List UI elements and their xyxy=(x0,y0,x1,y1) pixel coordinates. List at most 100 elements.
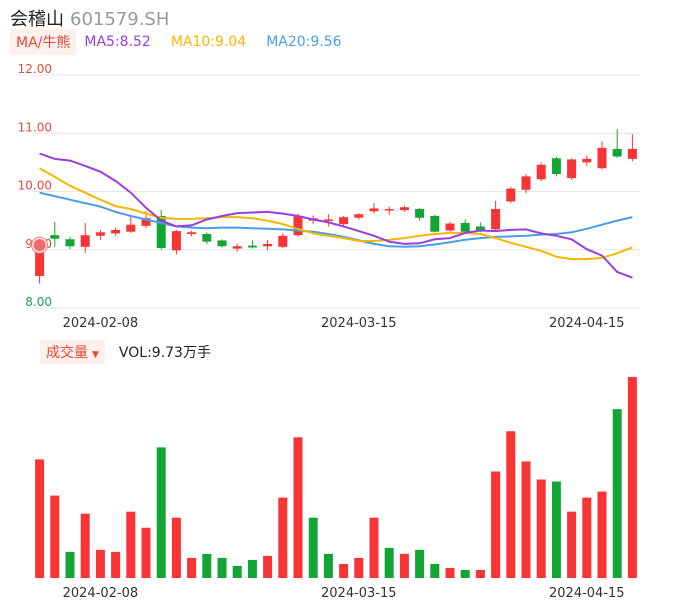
candle-body xyxy=(95,232,105,236)
volume-bar xyxy=(536,479,546,578)
candle-body xyxy=(247,245,257,248)
candle-body xyxy=(551,158,561,175)
candle-body xyxy=(491,208,501,230)
candle-body xyxy=(65,239,75,247)
candle-body xyxy=(339,217,349,225)
volume-bar xyxy=(430,563,440,578)
ma10-line xyxy=(39,167,633,261)
candle-body xyxy=(323,219,333,221)
volume-bar xyxy=(141,527,151,578)
candle-body xyxy=(369,208,379,212)
volume-bar xyxy=(293,437,303,578)
ma20-label: MA20:9.56 xyxy=(266,34,342,50)
candle-body xyxy=(384,208,394,211)
volume-bar xyxy=(278,497,288,578)
volume-bar xyxy=(156,447,166,578)
candle-body xyxy=(582,158,592,163)
volume-bar xyxy=(323,553,333,578)
volume-bar xyxy=(597,491,607,578)
volume-bar xyxy=(308,517,318,578)
candle-body xyxy=(217,240,227,247)
volume-bar xyxy=(50,495,60,578)
volume-bar xyxy=(263,555,273,578)
volume-bar xyxy=(35,459,45,578)
candle-body xyxy=(187,232,197,235)
ma20-line xyxy=(39,191,633,248)
volume-bar xyxy=(217,557,227,578)
volume-x-tick-label: 2024-04-15 xyxy=(549,586,625,601)
volume-bar xyxy=(202,553,212,578)
volume-bar xyxy=(171,517,181,578)
volume-bar xyxy=(551,481,561,578)
candle-body xyxy=(627,148,637,159)
volume-bar xyxy=(232,565,242,578)
stock-name: 会稽山 xyxy=(10,9,64,30)
ma-indicator-tag[interactable]: MA/牛熊 xyxy=(10,29,77,55)
ma5-label: MA5:8.52 xyxy=(84,34,151,50)
volume-x-tick-label: 2024-02-08 xyxy=(63,586,139,601)
candle-body xyxy=(612,148,622,157)
candle-body xyxy=(506,188,516,202)
candle-body xyxy=(156,215,166,249)
candle-body xyxy=(430,215,440,232)
stock-code: 601579.SH xyxy=(70,9,170,30)
volume-bar xyxy=(65,551,75,578)
volume-bar xyxy=(339,563,349,578)
volume-bar xyxy=(187,557,197,578)
volume-bar xyxy=(567,511,577,578)
volume-bar xyxy=(491,471,501,578)
volume-bar xyxy=(460,569,470,578)
candle-body xyxy=(141,218,151,226)
candle-body xyxy=(171,231,181,251)
price-x-tick-label: 2024-03-15 xyxy=(321,316,397,331)
candle-body xyxy=(415,208,425,218)
candle-body xyxy=(35,245,45,276)
candle-body xyxy=(293,216,303,236)
volume-bar xyxy=(354,557,364,578)
candle-body xyxy=(536,164,546,180)
price-x-tick-label: 2024-04-15 xyxy=(549,316,625,331)
volume-legend: 成交量 ▼ VOL:9.73万手 xyxy=(40,340,211,364)
candle-body xyxy=(354,214,364,218)
volume-bar xyxy=(415,549,425,578)
volume-bar xyxy=(521,461,531,578)
ma5-line xyxy=(39,152,633,279)
price-tick-label: 10.00 xyxy=(18,179,52,193)
candle-body xyxy=(111,229,121,234)
volume-bar xyxy=(111,551,121,578)
candle-body xyxy=(126,224,136,232)
candle-body xyxy=(445,223,455,231)
price-x-tick-label: 2024-02-08 xyxy=(63,316,139,331)
price-tick-label: 11.00 xyxy=(18,120,52,134)
volume-bar xyxy=(247,559,257,578)
volume-bar xyxy=(80,513,90,578)
candle-body xyxy=(399,207,409,211)
candle-body xyxy=(460,222,470,232)
volume-bar xyxy=(399,553,409,578)
volume-bar xyxy=(95,549,105,578)
ma-legend: MA/牛熊 MA5:8.52 MA10:9.04 MA20:9.56 xyxy=(10,29,362,55)
candle-body xyxy=(475,226,485,230)
candle-body xyxy=(263,243,273,247)
candle-body xyxy=(597,147,607,169)
volume-bar xyxy=(627,377,637,578)
bull-marker-icon xyxy=(33,239,46,252)
price-tick-label: 12.00 xyxy=(18,62,52,76)
volume-indicator-dropdown[interactable]: 成交量 ▼ xyxy=(40,340,105,364)
candle-body xyxy=(50,235,60,239)
stock-title: 会稽山 601579.SH xyxy=(10,5,169,31)
volume-bar xyxy=(582,497,592,578)
volume-value-label: VOL:9.73万手 xyxy=(118,345,211,361)
volume-bar xyxy=(475,569,485,578)
candle-body xyxy=(278,235,288,247)
volume-bar xyxy=(612,409,622,578)
volume-x-tick-label: 2024-03-15 xyxy=(321,586,397,601)
volume-bar xyxy=(384,547,394,578)
ma10-label: MA10:9.04 xyxy=(170,34,247,50)
volume-bar xyxy=(126,511,136,578)
candle-body xyxy=(521,176,531,190)
caret-down-icon: ▼ xyxy=(92,350,99,360)
candle-body xyxy=(202,234,212,242)
volume-bar xyxy=(369,517,379,578)
